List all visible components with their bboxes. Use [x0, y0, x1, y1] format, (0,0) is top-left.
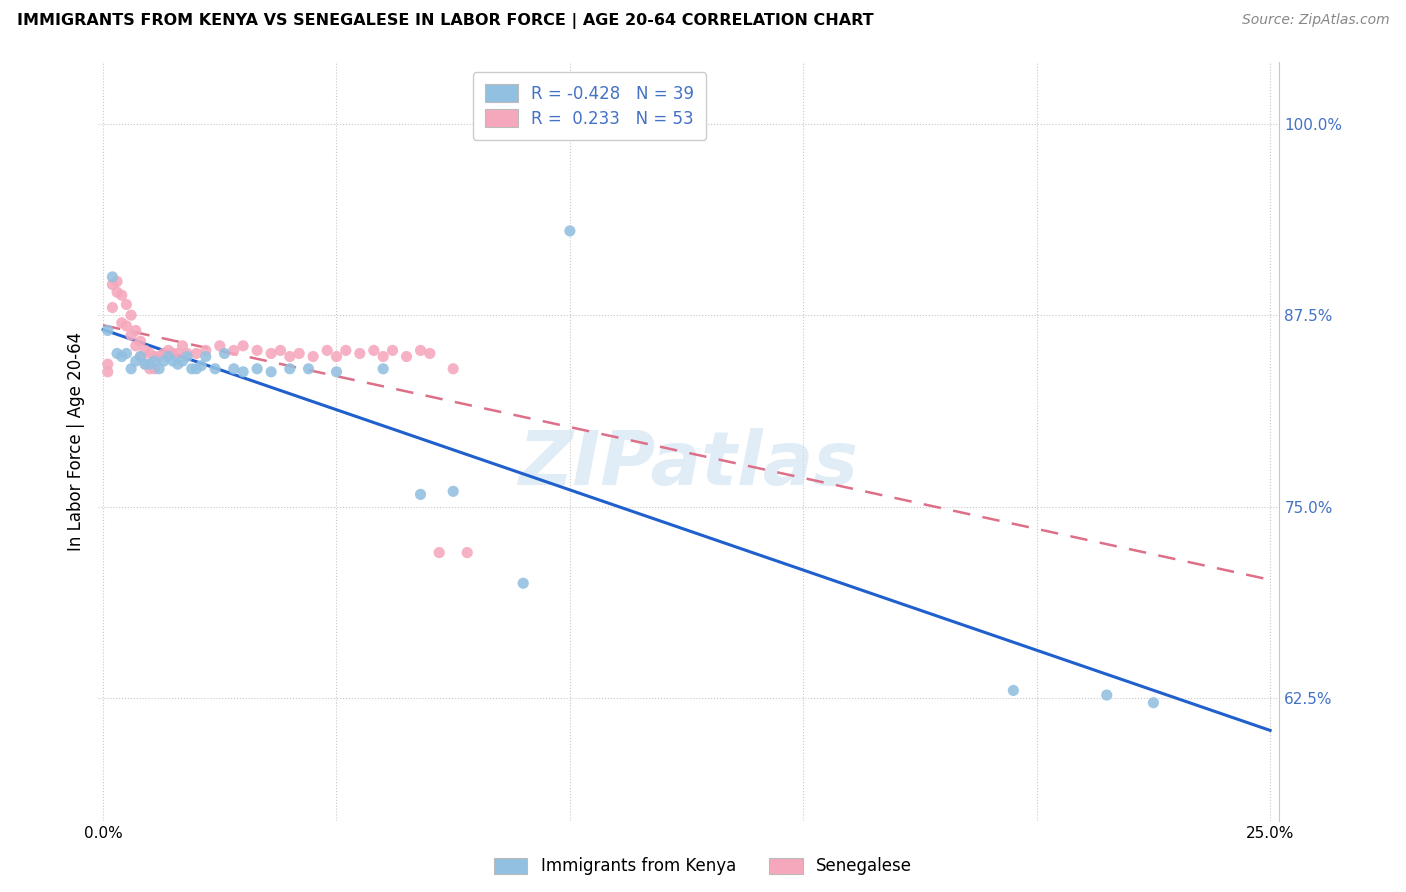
Point [139, 357, 162, 371]
Point [162, 354, 184, 368]
Point [120, 361, 142, 376]
Point [97, 357, 120, 371]
Point [152, 346, 174, 360]
Point [186, 361, 208, 376]
Point [302, 350, 325, 364]
Legend: R = -0.428   N = 39, R =  0.233   N = 53: R = -0.428 N = 39, R = 0.233 N = 53 [472, 72, 706, 140]
Point [125, 339, 148, 353]
Point [194, 343, 217, 358]
Point [129, 350, 152, 364]
Point [111, 288, 134, 302]
Point [278, 361, 301, 376]
Point [105, 346, 128, 360]
Point [381, 343, 404, 358]
Point [139, 346, 162, 360]
Point [297, 361, 319, 376]
Point [222, 361, 245, 376]
Point [152, 354, 174, 368]
Text: IMMIGRANTS FROM KENYA VS SENEGALESE IN LABOR FORCE | AGE 20-64 CORRELATION CHART: IMMIGRANTS FROM KENYA VS SENEGALESE IN L… [17, 13, 873, 29]
Point [409, 343, 432, 358]
Point [97, 324, 120, 338]
Point [166, 346, 188, 360]
Point [134, 343, 156, 358]
Point [222, 343, 245, 358]
Point [115, 346, 138, 360]
Point [335, 343, 357, 358]
Point [111, 316, 134, 330]
Point [373, 361, 395, 376]
Point [190, 359, 212, 373]
Point [208, 339, 231, 353]
Point [278, 350, 301, 364]
Point [101, 269, 124, 284]
Point [214, 346, 236, 360]
Point [180, 361, 202, 376]
Point [409, 487, 432, 501]
Point [441, 361, 464, 376]
Point [194, 350, 217, 364]
Point [115, 297, 138, 311]
Point [143, 350, 166, 364]
Point [232, 339, 254, 353]
Point [260, 346, 283, 360]
Point [120, 308, 142, 322]
Point [349, 346, 371, 360]
Point [172, 339, 194, 353]
Point [232, 365, 254, 379]
Point [115, 318, 138, 333]
Point [395, 350, 418, 364]
Point [363, 343, 385, 358]
Point [129, 334, 152, 349]
Text: ZIPatlas: ZIPatlas [519, 428, 859, 500]
Point [325, 350, 347, 364]
Point [1142, 696, 1164, 710]
Point [204, 361, 226, 376]
Point [1002, 683, 1025, 698]
Point [97, 365, 120, 379]
Point [111, 350, 134, 364]
Point [162, 346, 184, 360]
Point [148, 350, 170, 364]
Point [260, 365, 283, 379]
Point [512, 576, 534, 591]
Point [148, 361, 170, 376]
Point [105, 275, 128, 289]
Point [558, 224, 581, 238]
Point [139, 361, 162, 376]
Point [125, 354, 148, 368]
Point [316, 343, 339, 358]
Point [246, 343, 269, 358]
Point [101, 301, 124, 315]
Point [134, 357, 156, 371]
Point [427, 545, 450, 559]
Point [269, 343, 291, 358]
Point [186, 346, 208, 360]
Point [157, 343, 180, 358]
Point [157, 350, 180, 364]
Point [176, 346, 198, 360]
Point [120, 328, 142, 343]
Text: Source: ZipAtlas.com: Source: ZipAtlas.com [1241, 13, 1389, 28]
Point [143, 361, 166, 376]
Point [176, 350, 198, 364]
Legend: Immigrants from Kenya, Senegalese: Immigrants from Kenya, Senegalese [488, 851, 918, 882]
Point [441, 484, 464, 499]
Point [172, 354, 194, 368]
Point [143, 354, 166, 368]
Point [129, 350, 152, 364]
Point [325, 365, 347, 379]
Point [105, 285, 128, 300]
Y-axis label: In Labor Force | Age 20-64: In Labor Force | Age 20-64 [66, 332, 84, 551]
Point [166, 357, 188, 371]
Point [456, 545, 478, 559]
Point [246, 361, 269, 376]
Point [1095, 688, 1118, 702]
Point [125, 324, 148, 338]
Point [288, 346, 311, 360]
Point [419, 346, 441, 360]
Point [101, 277, 124, 292]
Point [373, 350, 395, 364]
Point [134, 357, 156, 371]
